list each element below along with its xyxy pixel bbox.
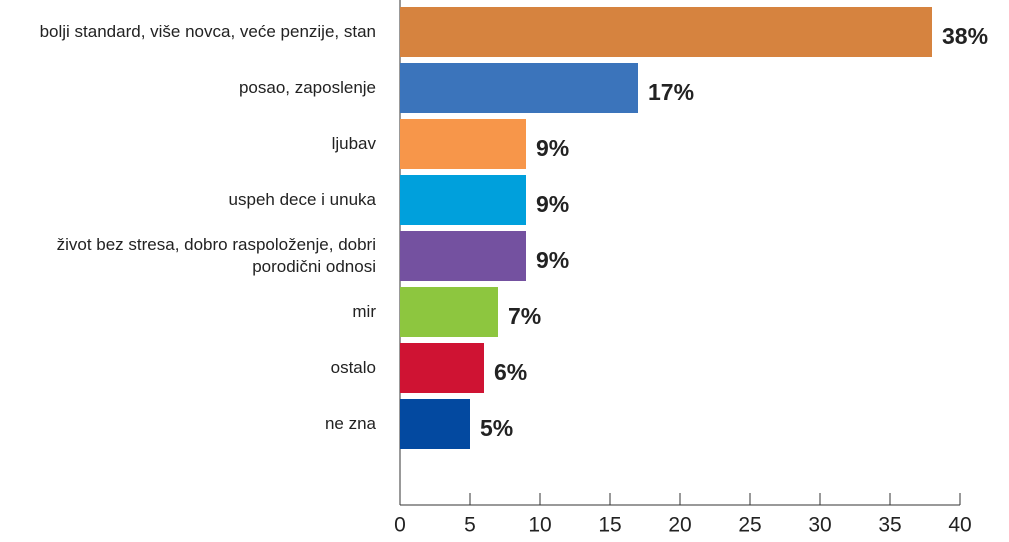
bar: [400, 63, 638, 113]
category-label: ostalo: [330, 358, 376, 377]
x-tick-label: 30: [808, 514, 831, 537]
bar: [400, 7, 932, 57]
category-label: posao, zaposlenje: [238, 78, 376, 97]
bar: [400, 119, 526, 169]
x-tick-label: 20: [668, 514, 691, 537]
category-label: život bez stresa, dobro raspoloženje, do…: [56, 235, 376, 276]
value-label: 6%: [494, 359, 527, 385]
value-label: 9%: [536, 247, 569, 273]
value-label: 38%: [942, 23, 988, 49]
x-tick-label: 5: [464, 514, 476, 537]
bar: [400, 287, 498, 337]
x-tick-label: 15: [598, 514, 621, 537]
x-tick-label: 10: [528, 514, 551, 537]
value-label: 7%: [508, 303, 541, 329]
bar: [400, 231, 526, 281]
category-label: ljubav: [331, 134, 376, 153]
bar: [400, 343, 484, 393]
value-label: 17%: [648, 79, 694, 105]
value-label: 5%: [480, 415, 513, 441]
x-tick-label: 40: [948, 514, 971, 537]
x-tick-label: 0: [394, 514, 406, 537]
value-label: 9%: [536, 135, 569, 161]
category-label: bolji standard, više novca, veće penzije…: [39, 22, 376, 41]
x-tick-label: 35: [878, 514, 901, 537]
x-tick-label: 25: [738, 514, 761, 537]
category-label: ne zna: [324, 414, 376, 433]
bar: [400, 175, 526, 225]
value-label: 9%: [536, 191, 569, 217]
bar: [400, 399, 470, 449]
category-label: mir: [352, 302, 376, 321]
category-label: uspeh dece i unuka: [228, 190, 376, 209]
